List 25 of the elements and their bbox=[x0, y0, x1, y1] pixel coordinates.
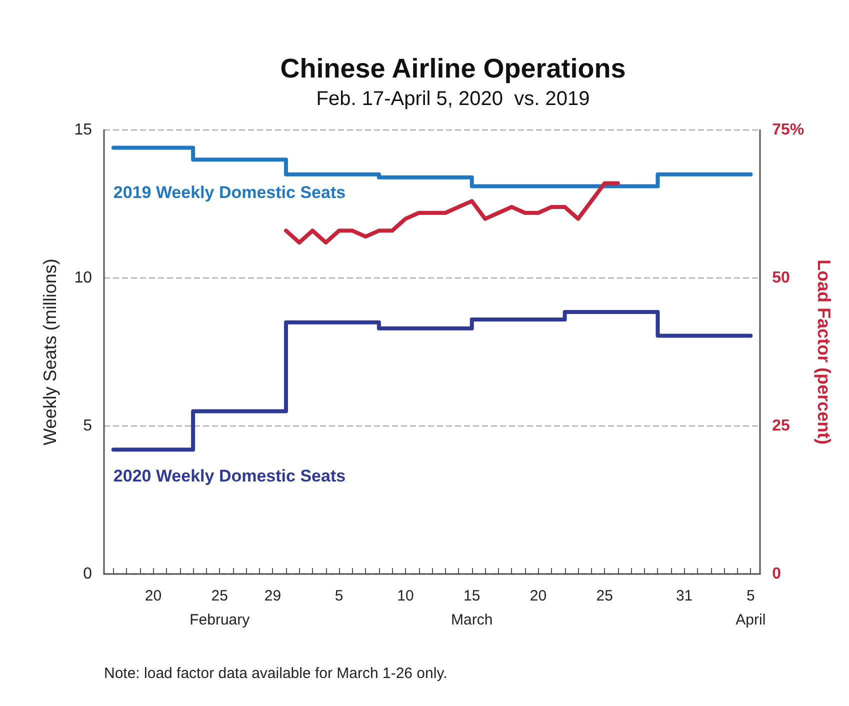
y-tick-label: 15 bbox=[74, 122, 92, 138]
chart-subtitle: Feb. 17-April 5, 2020 vs. 2019 bbox=[316, 88, 590, 110]
x-tick-label: 5 April bbox=[736, 588, 766, 628]
y-axis-title: Weekly Seats (millions) bbox=[40, 258, 60, 446]
x-tick-label: 29 bbox=[264, 588, 282, 604]
x-tick-label: 20 bbox=[530, 588, 547, 604]
y-tick-label: 10 bbox=[74, 270, 92, 286]
text: Note: load factor data available for March 1-26 only. bbox=[104, 665, 448, 682]
x-tick-label: 25 February bbox=[190, 588, 250, 628]
y2-tick-label: 25 bbox=[772, 418, 790, 434]
x-tick-label: 31 bbox=[676, 588, 693, 604]
chart-title: Chinese Airline Operations bbox=[280, 54, 626, 84]
series-label: 2020 Weekly Domestic Seats bbox=[113, 466, 346, 486]
x-tick-label: 20 bbox=[144, 588, 162, 604]
series-label: 2019 Weekly Domestic Seats bbox=[113, 182, 346, 202]
y2-tick-label: 50 bbox=[772, 270, 790, 286]
x-tick-label: 10 bbox=[397, 588, 414, 604]
y-tick-label: 5 bbox=[83, 418, 92, 434]
x-tick-label: 15 March bbox=[451, 588, 493, 628]
y-tick-label: 0 bbox=[83, 566, 92, 582]
x-tick-label: 5 bbox=[334, 588, 344, 604]
y2-tick-label: 0 bbox=[772, 566, 782, 582]
y2-tick-label: 75% bbox=[772, 122, 804, 138]
x-tick-label: 25 bbox=[596, 588, 613, 604]
y2-axis-title: Load Factor (percent) bbox=[814, 259, 834, 445]
